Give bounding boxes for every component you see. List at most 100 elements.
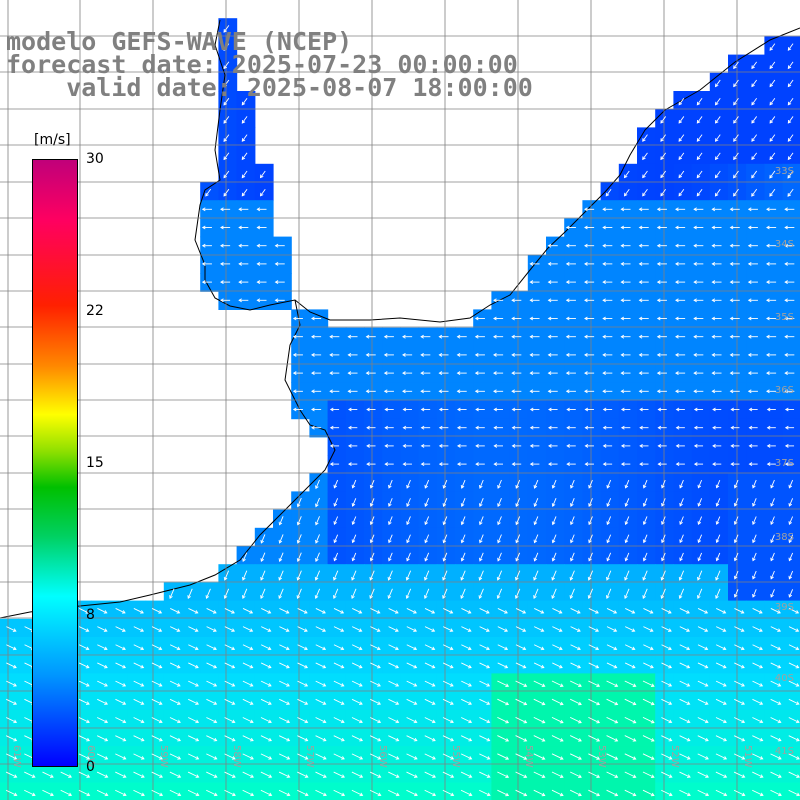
wind-arrow <box>443 608 453 614</box>
wind-arrow-head <box>505 701 510 706</box>
wind-arrow-head <box>769 174 773 179</box>
wind-arrow-head <box>176 610 181 614</box>
wind-arrow-head <box>714 156 719 161</box>
wind-arrow-head <box>241 138 246 142</box>
wind-arrow-head <box>140 610 144 614</box>
wind-arrow-head <box>195 664 199 669</box>
wind-arrow-head <box>614 756 619 760</box>
wind-arrow-head <box>602 261 606 266</box>
wind-arrow <box>388 698 399 705</box>
wind-arrow-head <box>493 352 497 357</box>
wind-arrow-head <box>241 192 246 197</box>
wind-arrow <box>223 170 230 178</box>
wind-arrow-head <box>220 261 224 266</box>
wind-arrow-head <box>442 484 447 489</box>
wind-arrow-head <box>413 737 418 742</box>
wind-arrow-head <box>369 595 373 600</box>
wind-arrow-head <box>678 101 683 106</box>
wind-arrow-head <box>766 316 770 321</box>
wind-arrow-head <box>529 462 534 467</box>
wind-arrow-head <box>278 576 282 581</box>
wind-arrow <box>752 589 757 598</box>
wind-arrow-head <box>86 737 91 742</box>
wind-arrow <box>625 516 630 525</box>
wind-arrow-head <box>656 261 661 266</box>
wind-arrow <box>770 753 782 760</box>
wind-arrow <box>424 698 436 705</box>
wind-arrow <box>315 497 320 507</box>
wind-arrow-head <box>675 261 679 266</box>
wind-arrow-head <box>340 646 345 651</box>
wind-arrow <box>788 735 800 742</box>
wind-arrow-head <box>638 280 643 285</box>
wind-arrow <box>242 626 253 632</box>
wind-arrow-head <box>558 628 563 632</box>
wind-arrow <box>115 735 126 742</box>
wind-speed-cell <box>455 782 474 800</box>
wind-arrow <box>169 698 181 705</box>
wind-arrow-head <box>322 737 327 742</box>
longitude-label: 56W <box>377 745 388 768</box>
wind-arrow <box>352 534 357 543</box>
wind-speed-cell <box>309 782 329 800</box>
wind-arrow <box>388 644 399 650</box>
wind-arrow-head <box>475 425 479 430</box>
wind-arrow-head <box>578 792 582 797</box>
wind-arrow-head <box>650 664 654 669</box>
wind-arrow-head <box>569 576 574 581</box>
wind-arrow-head <box>595 628 600 632</box>
wind-arrow-head <box>769 193 773 197</box>
wind-arrow <box>479 717 490 723</box>
wind-arrow-head <box>249 719 254 724</box>
wind-arrow <box>715 134 721 142</box>
wind-arrow-head <box>511 407 516 412</box>
wind-arrow <box>333 753 345 760</box>
wind-arrow-head <box>213 664 218 669</box>
wind-arrow <box>533 588 539 599</box>
wind-arrow-head <box>267 664 272 669</box>
wind-arrow <box>697 753 709 760</box>
wind-arrow-head <box>468 774 473 778</box>
wind-arrow-head <box>704 701 709 705</box>
wind-arrow-head <box>456 371 461 376</box>
wind-arrow-head <box>431 610 436 614</box>
wind-arrow-head <box>733 521 738 526</box>
wind-arrow-head <box>159 792 164 797</box>
wind-arrow-head <box>697 521 702 525</box>
wind-arrow-head <box>292 389 297 394</box>
wind-arrow <box>115 771 127 778</box>
wind-arrow-head <box>231 610 235 614</box>
wind-arrow-head <box>656 280 661 285</box>
wind-arrow-head <box>606 503 611 507</box>
wind-arrow-head <box>606 557 611 562</box>
wind-arrow <box>570 570 575 581</box>
wind-arrow-head <box>303 610 308 614</box>
wind-arrow-head <box>620 425 625 430</box>
wind-arrow <box>769 116 776 124</box>
wind-arrow-head <box>405 576 410 581</box>
wind-arrow-head <box>693 407 698 412</box>
wind-arrow-head <box>104 664 108 669</box>
wind-arrow-head <box>759 719 764 724</box>
wind-arrow-head <box>661 521 665 526</box>
wind-arrow-head <box>366 462 370 467</box>
wind-arrow-head <box>369 484 374 489</box>
wind-arrow-head <box>413 628 418 632</box>
wind-arrow-head <box>104 774 109 778</box>
wind-arrow <box>624 644 635 650</box>
wind-arrow <box>788 789 800 796</box>
longitude-label: 61W <box>11 745 22 768</box>
wind-arrow-head <box>632 756 637 760</box>
wind-arrow <box>696 188 703 197</box>
wind-arrow <box>533 644 544 650</box>
wind-arrow-head <box>795 646 800 651</box>
wind-arrow-head <box>340 737 345 742</box>
wind-arrow-head <box>478 576 483 581</box>
wind-arrow-head <box>177 774 182 778</box>
wind-arrow <box>424 789 436 796</box>
wind-arrow-head <box>351 521 356 526</box>
wind-arrow-head <box>656 207 661 212</box>
wind-arrow-head <box>788 593 793 598</box>
wind-arrow-head <box>420 443 425 448</box>
